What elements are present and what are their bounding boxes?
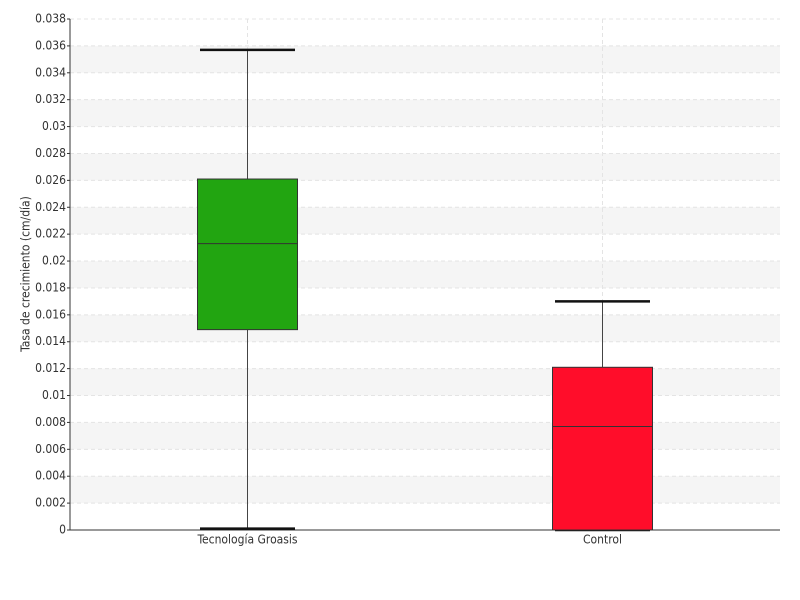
y-tick-label: 0.032 [35, 92, 66, 106]
x-tick-label: Tecnología Groasis [196, 533, 297, 547]
x-tick-label: Control [583, 533, 622, 547]
y-tick-label: 0.016 [35, 307, 66, 321]
y-tick-label: 0.004 [35, 469, 66, 483]
y-tick-label: 0.006 [35, 442, 66, 456]
y-tick-label: 0.01 [42, 388, 66, 402]
grid-band [70, 261, 780, 288]
y-tick-label: 0.026 [35, 173, 66, 187]
grid-band [70, 476, 780, 504]
grid-band [70, 207, 780, 235]
y-tick-label: 0.024 [35, 200, 66, 214]
y-tick-label: 0.008 [35, 415, 66, 429]
y-tick-label: 0.036 [35, 38, 66, 52]
y-tick-label: 0.02 [42, 254, 66, 268]
y-tick-label: 0.012 [35, 361, 66, 375]
y-tick-label: 0.014 [35, 334, 66, 348]
box [197, 178, 298, 331]
y-tick-label: 0.03 [42, 119, 66, 133]
y-tick-label: 0.018 [35, 280, 66, 294]
grid-band [70, 314, 780, 342]
box [552, 366, 653, 531]
y-tick-label: 0.034 [35, 65, 66, 79]
grid-band [70, 422, 780, 450]
y-axis-label: Tasa de crecimiento (cm/día) [19, 196, 33, 353]
grid-band [70, 368, 780, 396]
grid-band [70, 45, 780, 73]
y-tick-label: 0.038 [35, 12, 66, 26]
y-tick-label: 0.022 [35, 227, 66, 241]
y-tick-label: 0.002 [35, 496, 66, 510]
y-tick-label: 0.028 [35, 146, 66, 160]
grid-band [70, 153, 780, 181]
y-tick-label: 0 [59, 523, 66, 537]
grid-band [70, 99, 780, 127]
